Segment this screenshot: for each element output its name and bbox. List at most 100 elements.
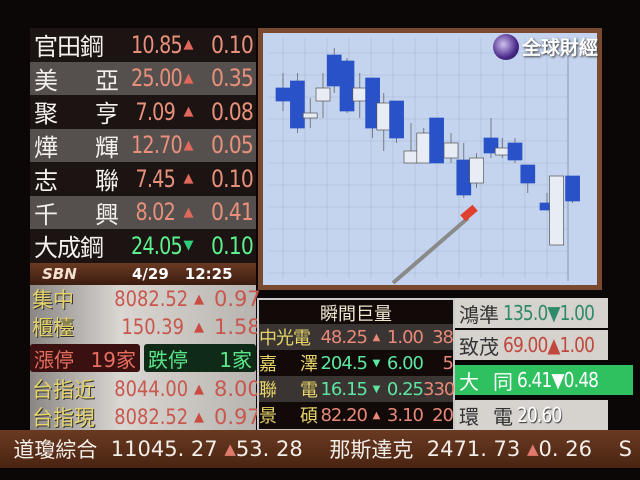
- ticker-value: 11045. 27: [110, 437, 218, 461]
- channel-logo: 全球財經: [492, 33, 598, 60]
- index-change: 8.00: [214, 377, 261, 401]
- volume-qty: 38: [432, 326, 454, 348]
- index-change: 0.97: [214, 287, 261, 311]
- candle-body: [326, 54, 342, 87]
- right-stock-name: 環電: [459, 404, 513, 429]
- volume-row: 中光電 48.25 ▲ 1.00 38: [259, 324, 454, 350]
- candle-body: [339, 60, 355, 112]
- pointer-tip: [460, 204, 478, 222]
- volume-stock-name: 中光電: [259, 328, 311, 349]
- volume-qty: 5: [442, 352, 454, 374]
- candle-body: [520, 164, 536, 184]
- candle-body: [469, 157, 484, 184]
- down-arrow-icon: ▼: [372, 383, 381, 395]
- up-arrow-icon: ▲: [224, 440, 236, 458]
- index-name: 台指現: [32, 406, 95, 430]
- stock-name: 大成鋼: [34, 234, 104, 263]
- stock-price: 7.09: [135, 97, 175, 126]
- right-stock-row: 環電 20.60: [455, 400, 608, 430]
- stock-price: 25.00: [131, 64, 183, 93]
- ticker-name: 道瓊綜合: [13, 438, 98, 462]
- ticker-tail: S: [618, 437, 632, 461]
- stock-name: 聚亨: [34, 100, 119, 129]
- volume-stock-name: 聯電: [259, 380, 318, 401]
- date: 4/29: [132, 265, 169, 283]
- time: 12:25: [184, 265, 233, 283]
- volume-qty: 330: [423, 378, 455, 400]
- right-stock-row: 致茂 69.00▲1.00: [455, 330, 608, 360]
- candle-body: [352, 87, 368, 102]
- volume-price: 82.20: [320, 404, 368, 426]
- stock-price: 24.05: [131, 231, 183, 260]
- up-arrow-icon: ▲: [194, 381, 204, 397]
- limit-up-count: 19家: [90, 347, 136, 372]
- stock-change: 0.10: [210, 30, 254, 59]
- up-arrow-icon: ▲: [183, 104, 194, 120]
- index-change: 1.58: [214, 315, 261, 339]
- globe-icon: [492, 33, 519, 60]
- candle-body: [456, 159, 472, 196]
- index-name: 台指近: [32, 378, 95, 402]
- volume-change: 1.00: [386, 326, 424, 348]
- candle-body: [302, 112, 318, 119]
- index-row: 台指現 8082.52 ▲ 0.97: [30, 403, 261, 431]
- stock-change: 0.10: [210, 164, 254, 193]
- pointer-stick: [391, 216, 470, 285]
- limit-up-label: 漲停: [34, 347, 74, 372]
- info-bar: SBN 4/29 12:25: [30, 263, 256, 285]
- volume-row: 景碩 82.20 ▲ 3.10 20: [259, 402, 454, 428]
- limit-down-count: 1家: [219, 347, 252, 372]
- stock-row: 美亞 25.00 ▲ 0.35: [30, 61, 256, 95]
- volume-qty: 20: [432, 404, 454, 426]
- volume-price: 48.25: [320, 326, 368, 348]
- index-value: 8044.00: [114, 377, 189, 401]
- stock-change: 0.35: [210, 64, 254, 93]
- stock-row: 千興 8.02 ▲ 0.41: [30, 195, 256, 229]
- volume-row: 嘉澤 204.5 ▼ 6.00 5: [259, 350, 454, 376]
- right-stock-row: 大同 6.41▼0.48: [455, 365, 633, 395]
- stock-row: 志聯 7.45 ▲ 0.10: [30, 162, 256, 196]
- stock-price: 12.70: [131, 131, 183, 160]
- channel-logo-text: 全球財經: [521, 37, 598, 59]
- stock-price: 10.85: [131, 30, 183, 59]
- candle-body: [494, 147, 510, 156]
- candlestick-chart: [263, 33, 597, 285]
- index-value: 150.39: [121, 315, 184, 339]
- index-row: 台指近 8044.00 ▲ 8.00: [30, 375, 261, 403]
- down-arrow-icon: ▼: [183, 238, 194, 254]
- volume-change: 6.00: [386, 352, 424, 374]
- stock-row: 官田鋼 10.85 ▲ 0.10: [30, 28, 256, 62]
- stock-row: 大成鋼 24.05 ▼ 0.10: [30, 229, 256, 263]
- volume-stock-name: 嘉澤: [259, 354, 318, 375]
- ticker: 道瓊綜合 11045. 27 ▲ 53. 28 那斯達克 2471. 73 ▲ 0.…: [0, 430, 640, 468]
- candle-body: [403, 150, 419, 164]
- candle-body: [565, 175, 580, 202]
- volume-row: 聯電 16.15 ▼ 0.25 330: [259, 376, 455, 402]
- right-stock-quote: 20.60: [517, 403, 562, 427]
- index-value: 8082.52: [114, 287, 189, 311]
- ticker-name: 那斯達克: [329, 438, 414, 462]
- stock-change: 0.10: [210, 231, 254, 260]
- index-panel: 集中 8082.52 ▲ 0.97 櫃檯 150.39 ▲ 1.58 漲停 19家…: [30, 285, 261, 431]
- up-arrow-icon: ▲: [183, 171, 194, 187]
- ticker-value: 2471. 73: [426, 437, 521, 461]
- candle-body: [416, 132, 432, 164]
- candle-body: [290, 80, 305, 129]
- volume-change: 0.25: [386, 378, 424, 400]
- limit-down-box: 跌停 1家: [144, 344, 256, 372]
- up-arrow-icon: ▲: [194, 409, 204, 425]
- stock-change: 0.05: [210, 131, 254, 160]
- index-name: 櫃檯: [32, 316, 74, 340]
- candle-body: [376, 102, 392, 131]
- volume-panel: 瞬間巨量 中光電 48.25 ▲ 1.00 38 嘉澤 204.5 ▼ 6.00…: [257, 298, 455, 431]
- up-arrow-icon: ▲: [194, 291, 204, 307]
- candle-body: [275, 87, 291, 102]
- sbn-logo: SBN: [42, 265, 77, 283]
- stock-name: 燁輝: [34, 133, 119, 162]
- volume-stock-name: 景碩: [259, 406, 318, 427]
- candle-body: [549, 175, 564, 246]
- stock-row: 燁輝 12.70 ▲ 0.05: [30, 128, 256, 162]
- candle-body: [389, 100, 404, 139]
- index-row: 集中 8082.52 ▲ 0.97: [30, 285, 261, 313]
- volume-price: 16.15: [320, 378, 368, 400]
